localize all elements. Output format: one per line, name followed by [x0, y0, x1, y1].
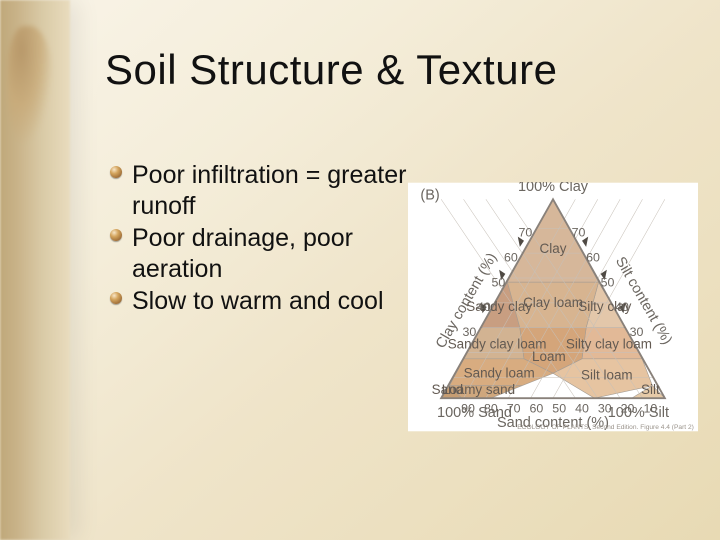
left-accent-strip	[0, 0, 70, 540]
list-item: Poor drainage, poor aeration	[132, 223, 412, 284]
soil-texture-triangle: Clay Sandy clay Silty clay Sandy clay lo…	[408, 182, 698, 432]
label-sand: Sand	[432, 382, 463, 397]
list-item-text: Slow to warm and cool	[132, 287, 384, 315]
figure-credit: ECOLOGY OF PLANTS, Second Edition. Figur…	[517, 424, 694, 431]
right-corner-label: 100% Silt	[608, 405, 669, 421]
bullet-list: Poor infiltration = greater runoff Poor …	[132, 160, 412, 319]
svg-text:30: 30	[630, 325, 644, 339]
slide: Soil Structure & Texture Poor infiltrati…	[0, 0, 720, 540]
svg-text:50: 50	[601, 275, 615, 289]
svg-text:60: 60	[504, 250, 518, 264]
svg-text:70: 70	[572, 226, 586, 240]
svg-text:40: 40	[477, 300, 491, 314]
list-item: Poor infiltration = greater runoff	[132, 160, 412, 221]
list-item-text: Poor drainage, poor aeration	[132, 224, 353, 283]
list-item: Slow to warm and cool	[132, 286, 412, 317]
label-sandy-loam: Sandy loam	[464, 365, 535, 380]
bullet-dot-icon	[110, 229, 122, 241]
svg-text:50: 50	[492, 275, 506, 289]
svg-text:30: 30	[463, 325, 477, 339]
label-loam: Loam	[532, 349, 566, 364]
label-clay-loam: Clay loam	[523, 295, 583, 310]
svg-text:70: 70	[518, 226, 532, 240]
svg-text:40: 40	[615, 300, 629, 314]
svg-text:60: 60	[586, 250, 600, 264]
apex-label: 100% Clay	[518, 182, 589, 195]
svg-text:40: 40	[575, 402, 589, 416]
label-silt-loam: Silt loam	[581, 368, 633, 383]
page-title: Soil Structure & Texture	[105, 46, 557, 94]
list-item-text: Poor infiltration = greater runoff	[132, 161, 406, 220]
svg-text:50: 50	[552, 402, 566, 416]
label-silt: Silt	[641, 382, 660, 397]
bullet-dot-icon	[110, 166, 122, 178]
label-clay: Clay	[540, 241, 567, 256]
bullet-dot-icon	[110, 292, 122, 304]
svg-text:60: 60	[530, 402, 544, 416]
panel-letter: (B)	[420, 187, 439, 203]
